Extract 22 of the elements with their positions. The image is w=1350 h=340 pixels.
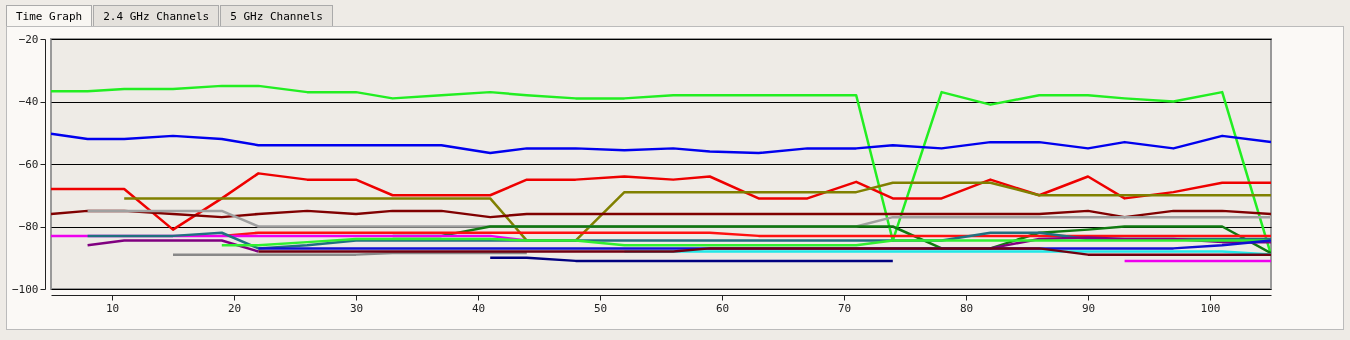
x-tick-label: 90 bbox=[1081, 301, 1096, 315]
line-series bbox=[122, 181, 1271, 242]
x-tick-label: 80 bbox=[959, 301, 974, 315]
text: 5 GHz Channels bbox=[220, 5, 333, 26]
x-tick-label: 40 bbox=[471, 301, 486, 315]
text: Time Graph bbox=[6, 5, 93, 26]
y-tick-label: −60 bbox=[18, 157, 39, 171]
x-tick-label: 100 bbox=[1200, 301, 1221, 315]
x-tick-label: 30 bbox=[349, 301, 364, 315]
text: 2.4 GHz Channels bbox=[93, 5, 220, 26]
x-tick-label: 50 bbox=[593, 301, 608, 315]
y-tick-label: −100 bbox=[12, 282, 39, 296]
x-tick-label: 10 bbox=[105, 301, 120, 315]
line-series bbox=[51, 172, 1271, 231]
y-tick-label: −80 bbox=[18, 220, 39, 233]
y-tick-label: −40 bbox=[18, 95, 39, 108]
y-tick-label: −20 bbox=[18, 32, 39, 46]
line-series bbox=[220, 237, 1271, 247]
x-tick-label: 70 bbox=[837, 301, 852, 315]
x-tick-label: 60 bbox=[715, 301, 730, 315]
line-series bbox=[51, 132, 1271, 155]
x-tick-label: 20 bbox=[227, 301, 242, 315]
